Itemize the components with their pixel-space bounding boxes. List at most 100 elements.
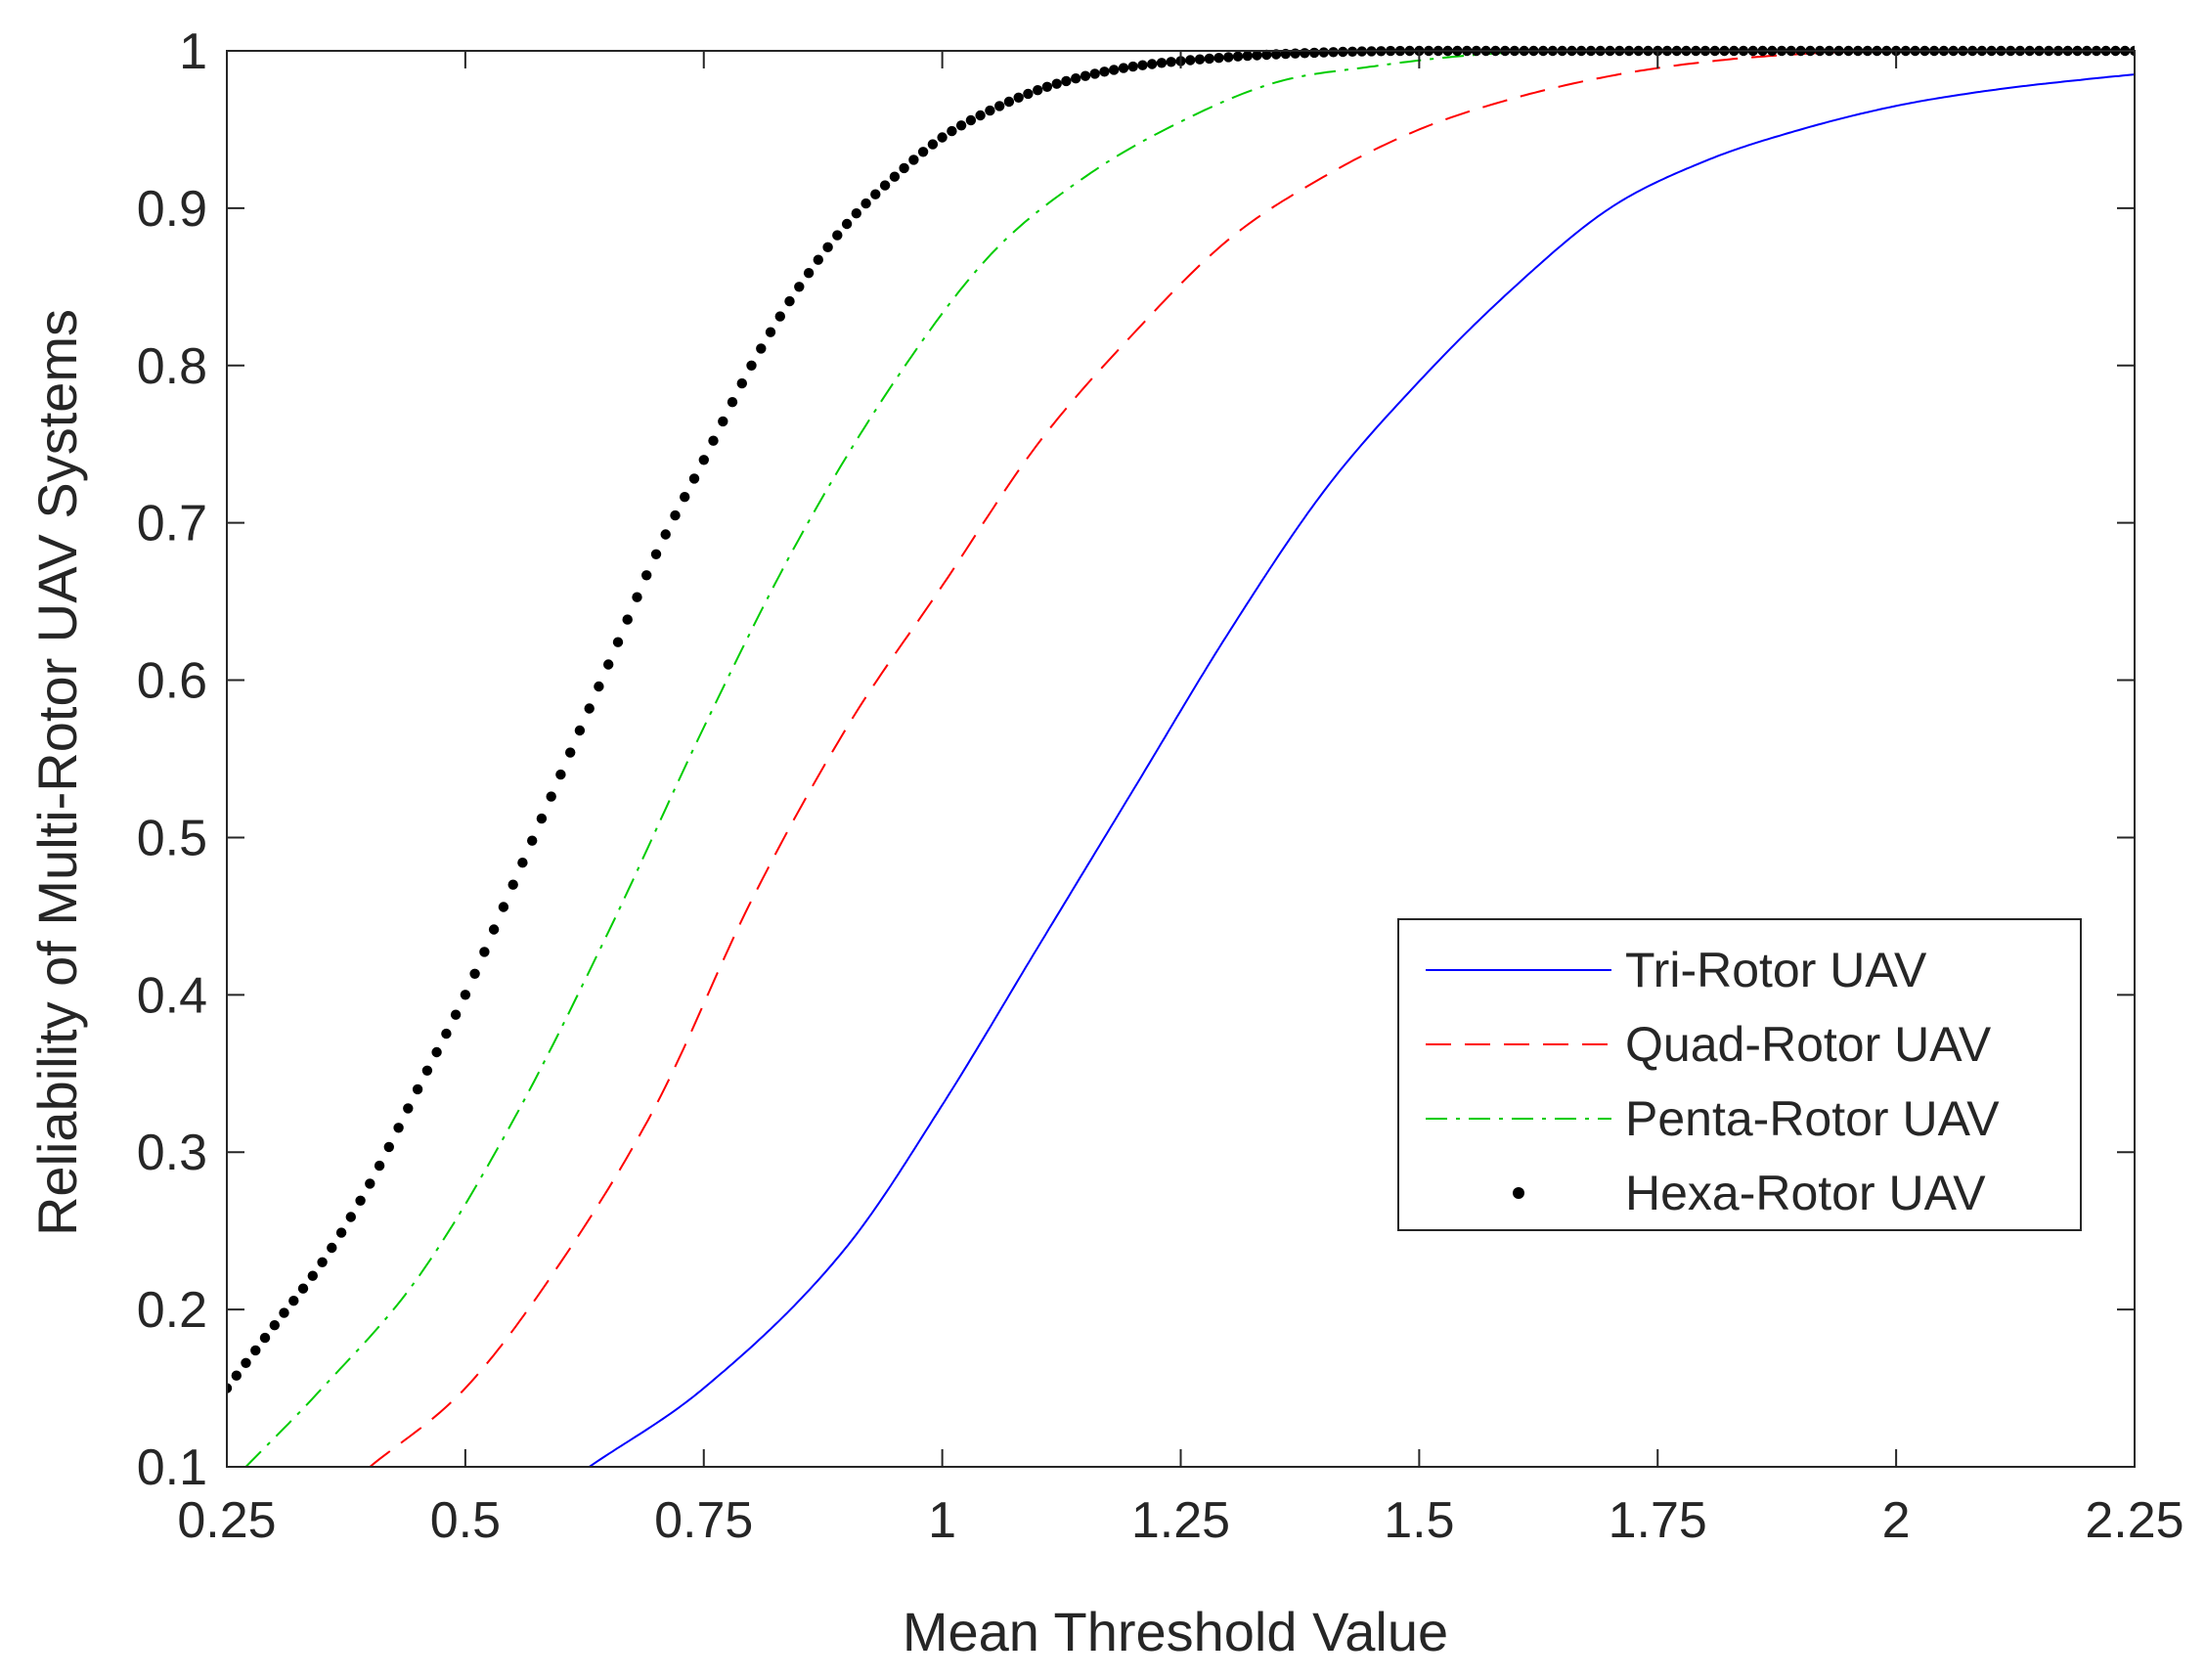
hexa-rotor-uav-point (250, 1345, 261, 1356)
legend-label-penta-rotor-uav: Penta-Rotor UAV (1625, 1091, 2000, 1146)
hexa-rotor-uav-point (603, 659, 614, 670)
hexa-rotor-uav-point (412, 1083, 423, 1095)
x-tick-label: 2 (1882, 1492, 1911, 1549)
hexa-rotor-uav-series (227, 45, 2135, 1393)
hexa-rotor-uav-point (479, 947, 490, 957)
x-tick-label: 1.75 (1609, 1492, 1707, 1549)
hexa-rotor-uav-point (917, 147, 929, 157)
legend-label-tri-rotor-uav: Tri-Rotor UAV (1625, 943, 1927, 997)
hexa-rotor-uav-point (1080, 70, 1091, 81)
hexa-rotor-uav-point (345, 1212, 356, 1222)
hexa-rotor-uav-point (365, 1178, 375, 1189)
hexa-rotor-uav-point (450, 1009, 462, 1020)
hexa-rotor-uav-point (231, 1370, 242, 1381)
hexa-rotor-uav-point (985, 105, 995, 116)
hexa-rotor-uav-point (746, 360, 757, 371)
hexa-rotor-uav-point (488, 924, 500, 935)
hexa-rotor-uav-point (1147, 59, 1158, 69)
hexa-rotor-uav-point (441, 1028, 452, 1039)
y-axis-title: Reliability of Multi-Rotor UAV Systems (26, 309, 88, 1236)
hexa-rotor-uav-point (870, 189, 881, 199)
hexa-rotor-uav-point (1118, 63, 1129, 73)
hexa-rotor-uav-point (756, 343, 767, 354)
hexa-rotor-uav-point (1223, 52, 1234, 63)
hexa-rotor-uav-point (965, 114, 977, 126)
hexa-rotor-uav-point (765, 327, 776, 337)
x-tick-label: 0.5 (430, 1492, 501, 1549)
hexa-rotor-uav-point (1261, 49, 1272, 61)
hexa-rotor-uav-point (259, 1332, 271, 1344)
hexa-rotor-uav-point (955, 120, 967, 131)
hexa-rotor-uav-point (1242, 50, 1254, 62)
hexa-rotor-uav-point (269, 1320, 280, 1331)
hexa-rotor-uav-point (327, 1242, 337, 1254)
hexa-rotor-uav-point (507, 879, 518, 890)
hexa-rotor-uav-point (1232, 51, 1244, 62)
hexa-rotor-uav-point (421, 1065, 433, 1077)
x-tick-label: 0.75 (654, 1492, 753, 1549)
hexa-rotor-uav-point (1109, 65, 1120, 75)
hexa-rotor-uav-point (1185, 55, 1196, 66)
hexa-rotor-uav-point (899, 162, 909, 174)
hexa-rotor-uav-point (403, 1103, 414, 1114)
hexa-rotor-uav-point (1137, 60, 1148, 70)
hexa-rotor-uav-point (297, 1283, 309, 1294)
hexa-rotor-uav-point (1003, 96, 1015, 108)
hexa-rotor-uav-point (822, 242, 833, 252)
hexa-rotor-uav-point (841, 218, 853, 230)
hexa-rotor-uav-point (650, 549, 662, 559)
hexa-rotor-uav-point (317, 1257, 328, 1268)
hexa-rotor-uav-point (227, 1383, 233, 1393)
hexa-rotor-uav-point (688, 473, 700, 484)
y-tick-label: 0.4 (137, 967, 207, 1024)
x-axis-title: Mean Threshold Value (903, 1601, 1448, 1662)
hexa-rotor-uav-point (851, 208, 861, 219)
hexa-rotor-uav-point (574, 725, 586, 736)
hexa-rotor-uav-point (546, 791, 556, 802)
y-tick-label: 0.3 (137, 1125, 207, 1181)
x-tick-label: 1.25 (1131, 1492, 1230, 1549)
y-tick-label: 0.9 (137, 181, 207, 238)
hexa-rotor-uav-point (355, 1195, 366, 1207)
legend-label-hexa-rotor-uav: Hexa-Rotor UAV (1625, 1166, 1986, 1220)
hexa-rotor-uav-point (1308, 47, 1320, 59)
y-tick-label: 0.6 (137, 653, 207, 710)
hexa-rotor-uav-point (879, 180, 891, 191)
hexa-rotor-uav-point (670, 509, 681, 521)
hexa-rotor-uav-point (594, 681, 604, 692)
hexa-rotor-uav-point (994, 101, 1005, 111)
hexa-rotor-uav-point (794, 282, 805, 292)
hexa-rotor-uav-point (288, 1296, 299, 1306)
hexa-rotor-uav-point (1041, 81, 1053, 93)
hexa-rotor-uav-point (641, 570, 652, 581)
hexa-rotor-uav-point (1204, 53, 1215, 65)
hexa-rotor-uav-point (584, 703, 595, 714)
x-tick-label: 2.25 (2085, 1492, 2183, 1549)
hexa-rotor-uav-point (393, 1123, 404, 1133)
hexa-rotor-uav-point (813, 254, 823, 265)
hexa-rotor-uav-point (680, 492, 690, 503)
hexa-rotor-uav-point (517, 858, 528, 868)
y-tick-label: 0.1 (137, 1439, 207, 1496)
hexa-rotor-uav-point (527, 835, 538, 846)
hexa-rotor-uav-point (1252, 50, 1262, 61)
hexa-rotor-uav-point (784, 295, 795, 307)
y-tick-label: 0.2 (137, 1282, 207, 1339)
hexa-rotor-uav-point (565, 747, 576, 758)
hexa-rotor-uav-point (374, 1160, 385, 1172)
hexa-rotor-uav-point (718, 416, 728, 427)
hexa-rotor-uav-point (431, 1046, 442, 1058)
hexa-rotor-uav-point (460, 990, 471, 1000)
hexa-rotor-uav-point (927, 139, 939, 150)
hexa-rotor-uav-point (1033, 85, 1043, 96)
hexa-rotor-uav-point (908, 155, 919, 165)
hexa-rotor-uav-point (736, 377, 747, 389)
hexa-rotor-uav-point (555, 769, 566, 780)
hexa-rotor-uav-point (1156, 58, 1168, 68)
hexa-rotor-uav-point (469, 968, 480, 979)
hexa-rotor-uav-point (498, 902, 509, 912)
hexa-rotor-uav-point (1194, 54, 1206, 65)
